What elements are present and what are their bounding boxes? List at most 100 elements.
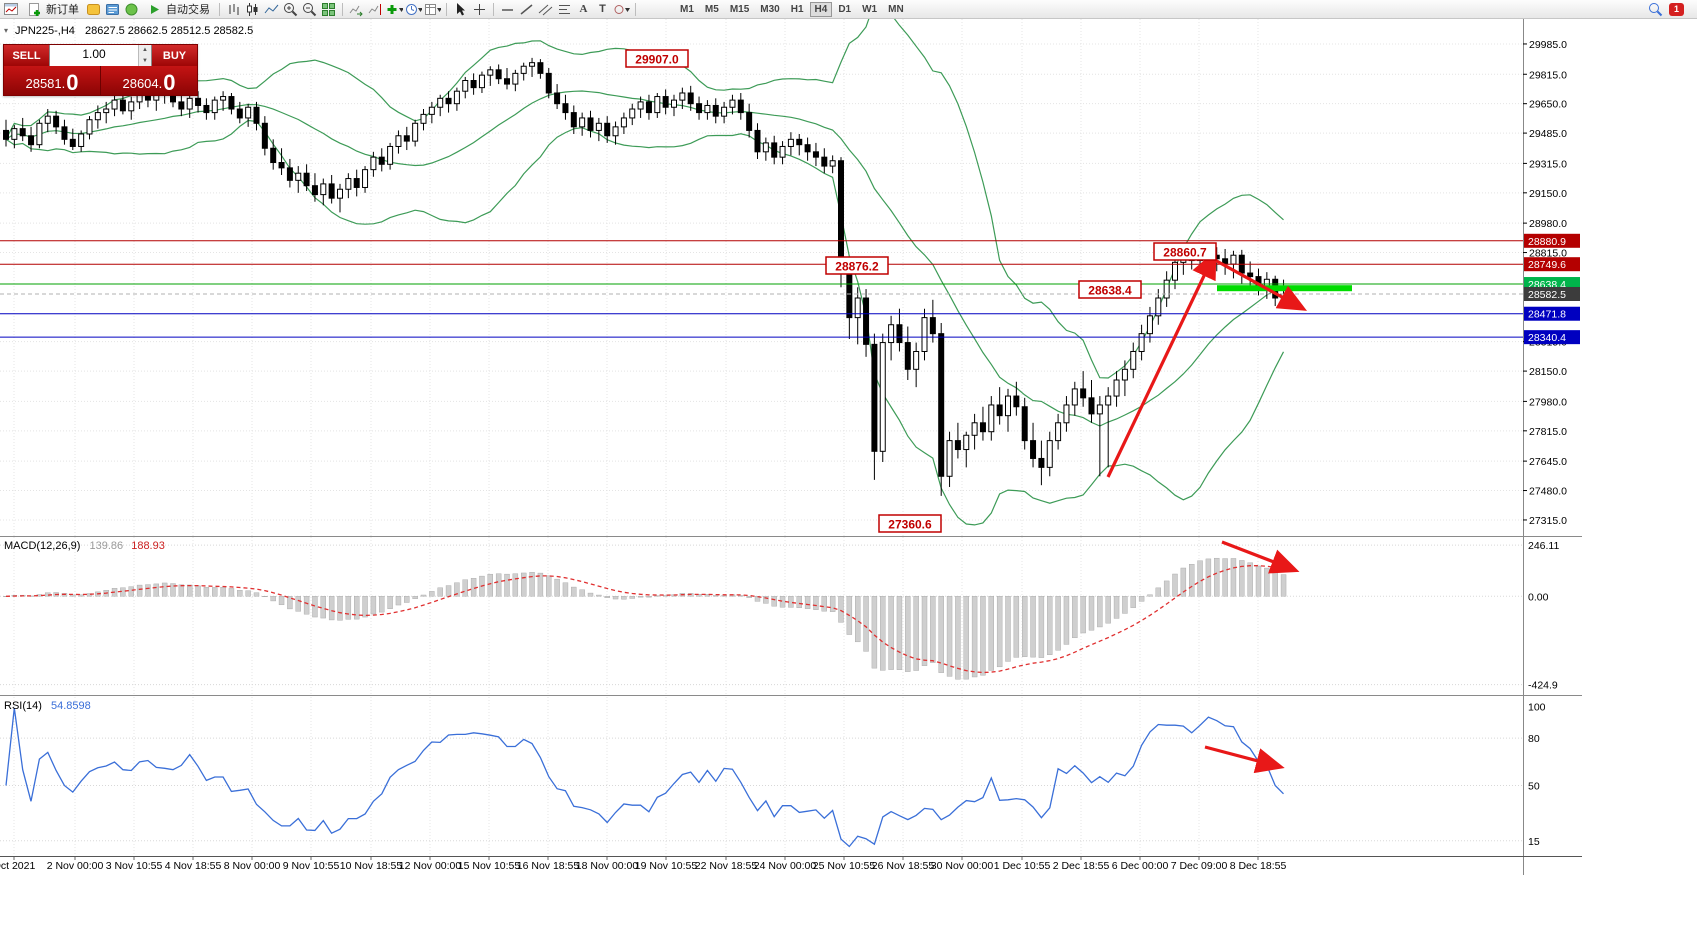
market-watch-icon[interactable] <box>104 1 121 18</box>
chart-shift-icon[interactable] <box>367 1 384 18</box>
sell-price[interactable]: 28581. 0 <box>4 66 100 95</box>
time-axis[interactable]: Oct 2021 2 Nov 00:003 Nov 10:554 Nov 18:5… <box>0 860 1286 872</box>
rsi-line <box>5 707 1284 848</box>
zoom-out-icon[interactable] <box>301 1 318 18</box>
svg-text:-424.9: -424.9 <box>1528 680 1558 692</box>
buy-price-big-digit: 0 <box>163 70 176 95</box>
chart-price-labels[interactable]: 29907.0 28876.2 28860.7 28638.4 27360.6 <box>625 49 1217 533</box>
svg-text:16 Nov 18:55: 16 Nov 18:55 <box>517 860 580 872</box>
svg-text:12 Nov 00:00: 12 Nov 00:00 <box>399 860 462 872</box>
buy-button-label: BUY <box>162 49 187 62</box>
svg-text:8 Nov 00:00: 8 Nov 00:00 <box>224 860 281 872</box>
fibonacci-icon[interactable] <box>556 1 573 18</box>
new-order-button[interactable]: 新订单 <box>22 1 83 18</box>
candlestick-icon[interactable] <box>244 1 261 18</box>
tile-windows-icon[interactable] <box>320 1 337 18</box>
metaquotes-icon[interactable] <box>85 1 102 18</box>
add-indicator-icon[interactable] <box>386 1 403 18</box>
svg-text:27480.0: 27480.0 <box>1529 486 1567 498</box>
svg-text:28471.8: 28471.8 <box>1528 309 1566 321</box>
svg-text:28880.9: 28880.9 <box>1528 236 1566 248</box>
svg-text:27645.0: 27645.0 <box>1529 456 1567 468</box>
chart-symbol-period: JPN225-,H4 <box>15 25 75 37</box>
svg-text:28150.0: 28150.0 <box>1529 366 1567 378</box>
toolbar-separator <box>635 2 636 16</box>
svg-text:28980.0: 28980.0 <box>1529 218 1567 230</box>
channel-icon[interactable] <box>537 1 554 18</box>
rsi-name: RSI(14) <box>4 700 42 712</box>
buy-price[interactable]: 28604. 0 <box>101 66 197 95</box>
timeframe-d1[interactable]: D1 <box>838 3 852 15</box>
svg-text:27815.0: 27815.0 <box>1529 426 1567 438</box>
timeframe-m1[interactable]: M1 <box>680 3 694 15</box>
horizontal-line-icon[interactable] <box>499 1 516 18</box>
price-tag: 28582.5 <box>1524 286 1580 301</box>
timeframe-h4[interactable]: H4 <box>809 1 833 17</box>
trend-arrows[interactable] <box>1106 249 1308 774</box>
template-icon[interactable] <box>424 1 441 18</box>
one-click-collapse-icon[interactable]: ▾ <box>4 26 9 35</box>
svg-text:3 Nov 10:55: 3 Nov 10:55 <box>106 860 163 872</box>
price-divider <box>100 66 101 95</box>
bar-chart-icon[interactable] <box>225 1 242 18</box>
zoom-in-icon[interactable] <box>282 1 299 18</box>
svg-text:28638.4: 28638.4 <box>1088 284 1132 298</box>
shapes-dropdown-icon[interactable] <box>613 1 630 18</box>
volume-up-icon[interactable]: ▲ <box>139 45 151 56</box>
svg-text:6 Dec 00:00: 6 Dec 00:00 <box>1112 860 1169 872</box>
crosshair-icon[interactable] <box>471 1 488 18</box>
svg-text:25 Nov 10:55: 25 Nov 10:55 <box>813 860 876 872</box>
label-tool-icon[interactable]: T <box>599 3 606 15</box>
toolbar: 新订单 自动交易 <box>0 0 1697 19</box>
volume-field[interactable]: 1.00 ▲ ▼ <box>49 45 152 66</box>
volume-value[interactable]: 1.00 <box>82 47 106 61</box>
svg-text:10 Nov 18:55: 10 Nov 18:55 <box>340 860 403 872</box>
text-tool-icon[interactable]: A <box>579 3 588 15</box>
volume-down-icon[interactable]: ▼ <box>139 55 151 66</box>
svg-text:7 Dec 09:00: 7 Dec 09:00 <box>1171 860 1228 872</box>
timeframe-w1[interactable]: W1 <box>862 3 878 15</box>
horizontal-lines[interactable] <box>0 240 1523 338</box>
buy-button[interactable]: BUY <box>152 45 197 66</box>
svg-text:27980.0: 27980.0 <box>1529 396 1567 408</box>
auto-scroll-icon[interactable] <box>348 1 365 18</box>
timeframe-mn[interactable]: MN <box>888 3 904 15</box>
svg-text:50: 50 <box>1528 780 1540 792</box>
timeframe-m15[interactable]: M15 <box>729 3 750 15</box>
chart-ohlc-values: 28627.5 28662.5 28512.5 28582.5 <box>84 25 254 37</box>
support-zone[interactable] <box>1217 285 1352 292</box>
svg-text:80: 80 <box>1528 733 1540 745</box>
macd-signal-line <box>5 565 1284 674</box>
price-tag: 28749.6 <box>1524 257 1580 272</box>
line-chart-icon[interactable] <box>263 1 280 18</box>
volume-stepper[interactable]: ▲ ▼ <box>138 45 151 66</box>
svg-text:15 Nov 10:55: 15 Nov 10:55 <box>458 860 521 872</box>
svg-text:28340.4: 28340.4 <box>1528 332 1566 344</box>
svg-text:18 Nov 00:00: 18 Nov 00:00 <box>576 860 639 872</box>
macd-name: MACD(12,26,9) <box>4 540 81 552</box>
search-icon[interactable] <box>1647 1 1664 18</box>
timeframe-h1[interactable]: H1 <box>790 3 804 15</box>
trendline-icon[interactable] <box>518 1 535 18</box>
svg-text:4 Nov 18:55: 4 Nov 18:55 <box>165 860 222 872</box>
chart-window-icon[interactable] <box>3 1 20 18</box>
period-clock-icon[interactable] <box>405 1 422 18</box>
timeframe-m30[interactable]: M30 <box>760 3 780 15</box>
sell-button[interactable]: SELL <box>4 45 49 66</box>
timeframe-group: M1 M5 M15 M30 H1 H4 D1 W1 MN <box>675 1 909 17</box>
timeframe-m5[interactable]: M5 <box>704 3 719 15</box>
autotrading-button[interactable]: 自动交易 <box>142 1 214 18</box>
data-window-icon[interactable] <box>123 1 140 18</box>
cursor-icon[interactable] <box>452 1 469 18</box>
svg-text:19 Nov 10:55: 19 Nov 10:55 <box>635 860 698 872</box>
rsi-value: 54.8598 <box>50 700 91 712</box>
notification-badge-icon[interactable]: 1 <box>1669 2 1684 16</box>
chart-canvas[interactable]: 246.110.00-424.910080501529985.029815.02… <box>0 19 1697 940</box>
toolbar-separator <box>493 2 494 16</box>
sell-price-big-digit: 0 <box>66 70 79 95</box>
svg-text:29815.0: 29815.0 <box>1529 69 1567 81</box>
macd-main-value: 139.86 <box>89 540 124 552</box>
price-axis[interactable]: 29985.0 29815.0 29650.0 29485.0 29315.0 29150… <box>1523 19 1567 875</box>
price-tag: 28471.8 <box>1524 306 1580 321</box>
